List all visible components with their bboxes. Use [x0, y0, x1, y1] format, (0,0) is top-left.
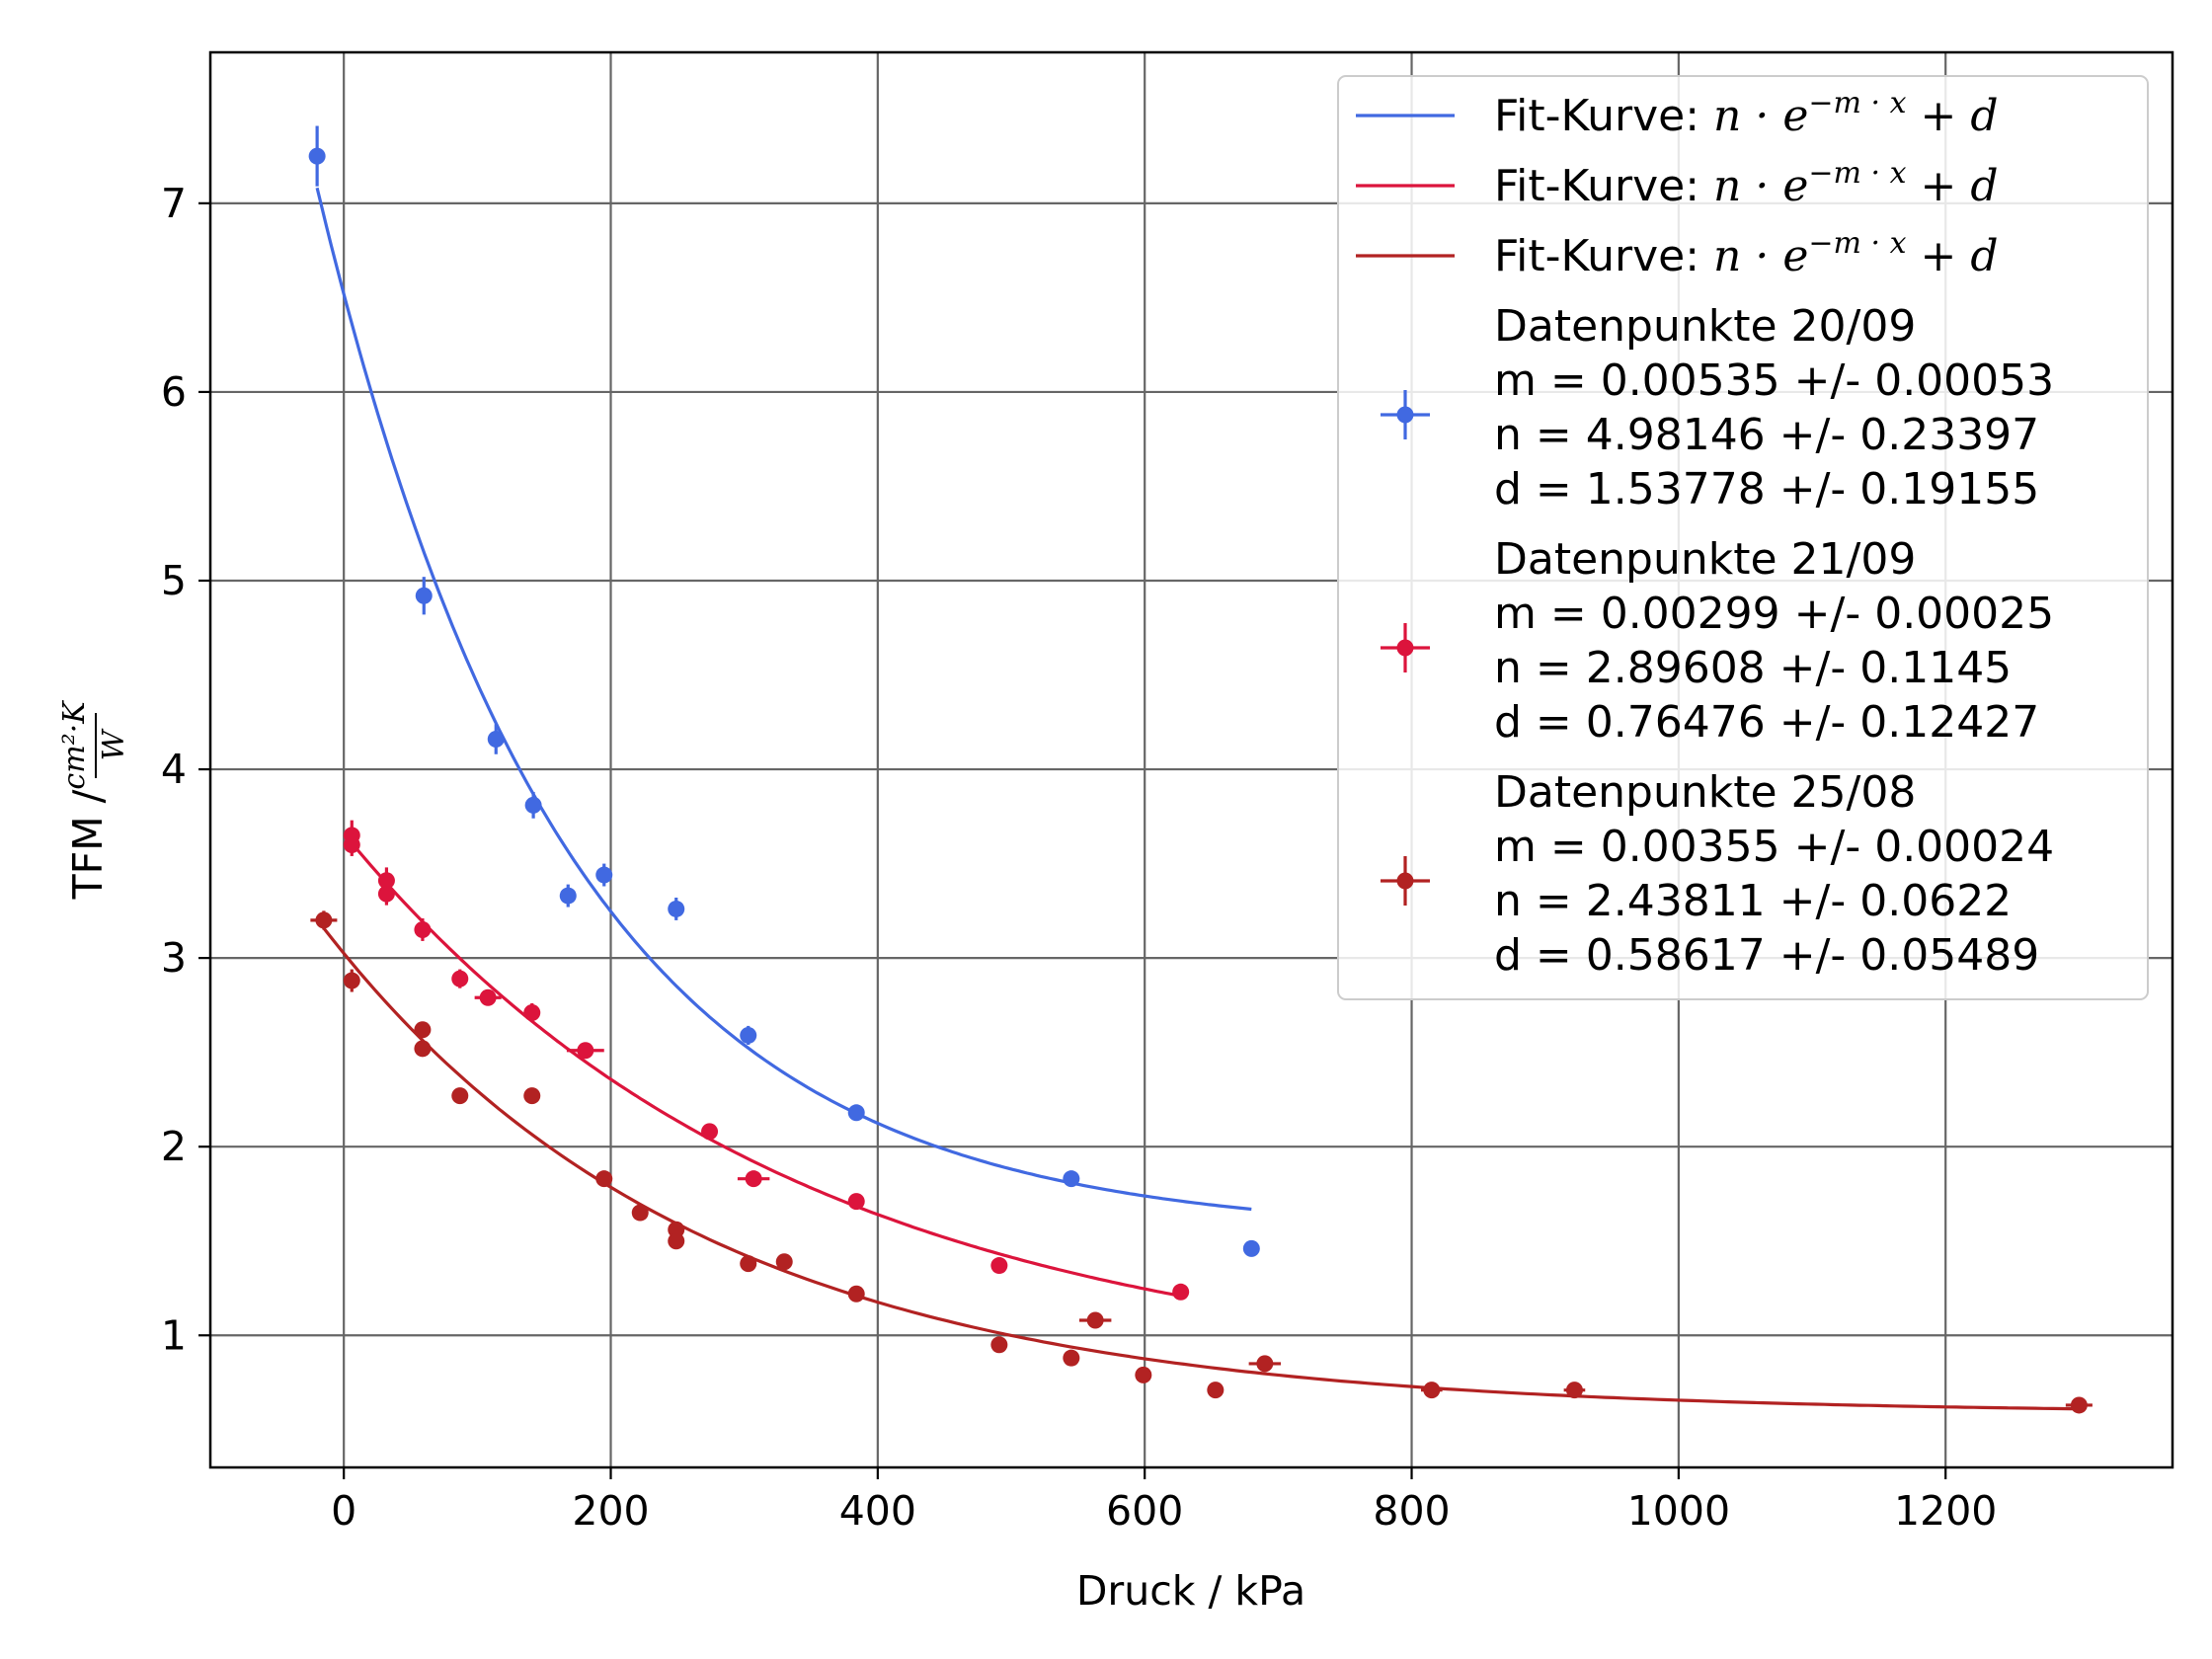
data-point — [847, 1193, 865, 1211]
data-point — [2070, 1396, 2088, 1414]
legend-fit-label-2: Fit-Kurve: n · e−m · x + d — [1494, 156, 1999, 211]
legend-marker-point-1 — [1396, 406, 1414, 424]
data-point — [377, 872, 395, 890]
y-tick-label: 3 — [161, 934, 187, 982]
data-point — [524, 796, 542, 814]
plot-area — [308, 125, 2093, 1414]
y-axis-title-denominator: W — [97, 728, 131, 760]
x-tick-label: 200 — [572, 1487, 649, 1535]
data-point — [745, 1170, 762, 1188]
data-series-2 — [343, 820, 1190, 1301]
legend-series-text-2-4: d = 0.76476 +/- 0.12427 — [1494, 697, 2039, 748]
legend-marker-point-3 — [1396, 872, 1414, 890]
data-point — [1172, 1283, 1190, 1301]
legend-marker-point-2 — [1396, 639, 1414, 657]
legend-series-text-1-1: Datenpunkte 20/09 — [1494, 301, 1916, 352]
data-point — [847, 1104, 865, 1122]
y-axis-title-numerator: cm²·K — [57, 700, 92, 790]
x-tick-label: 0 — [331, 1487, 356, 1535]
data-point — [990, 1336, 1008, 1354]
y-tick-label: 1 — [161, 1311, 187, 1359]
data-point — [1063, 1349, 1080, 1367]
data-point — [740, 1255, 757, 1273]
data-point — [1565, 1382, 1583, 1399]
legend-series-text-2-2: m = 0.00299 +/- 0.00025 — [1494, 589, 2054, 639]
legend-series-text-3-3: n = 2.43811 +/- 0.0622 — [1494, 876, 2012, 926]
data-point — [990, 1257, 1008, 1275]
x-tick-label: 800 — [1373, 1487, 1450, 1535]
data-point — [315, 911, 333, 929]
data-point — [1063, 1170, 1080, 1188]
data-point — [451, 970, 469, 988]
data-point — [343, 972, 360, 989]
data-point — [631, 1204, 649, 1222]
fit-curve-3 — [322, 927, 2080, 1411]
legend-series-text-3-1: Datenpunkte 25/08 — [1494, 767, 1916, 818]
data-point — [1256, 1355, 1274, 1373]
x-tick-label: 600 — [1106, 1487, 1183, 1535]
data-point — [479, 988, 497, 1006]
data-series-3 — [310, 910, 2093, 1414]
data-point — [343, 835, 360, 853]
x-tick-label: 400 — [839, 1487, 916, 1535]
data-point — [1242, 1239, 1260, 1257]
plot-frame — [208, 50, 2174, 1469]
y-tick-label: 7 — [161, 180, 187, 227]
legend-box — [1337, 75, 2149, 1000]
data-point — [377, 885, 395, 903]
y-axis-title: TFM / cm²·K W — [57, 700, 131, 901]
y-tick-label: 6 — [161, 368, 187, 416]
x-axis-title: Druck / kPa — [1076, 1567, 1305, 1615]
data-series-1 — [308, 125, 1260, 1257]
x-tick-label: 1000 — [1627, 1487, 1730, 1535]
data-point — [414, 1021, 432, 1039]
data-point — [308, 147, 326, 165]
data-point — [487, 730, 505, 748]
legend-series-text-3-4: d = 0.58617 +/- 0.05489 — [1494, 930, 2039, 981]
data-point — [1086, 1311, 1104, 1329]
data-point — [740, 1026, 757, 1044]
fit-curve-1 — [315, 187, 1252, 1212]
y-axis-title-prefix: TFM / — [64, 789, 112, 900]
legend-series-text-1-4: d = 1.53778 +/- 0.19155 — [1494, 464, 2039, 514]
data-point — [701, 1123, 719, 1141]
data-point — [595, 1170, 613, 1188]
data-point — [523, 1087, 541, 1105]
y-tick-label: 2 — [161, 1123, 187, 1170]
legend-series-text-2-1: Datenpunkte 21/09 — [1494, 534, 1916, 585]
data-point — [559, 887, 577, 905]
data-point — [668, 1232, 685, 1250]
data-point — [1135, 1366, 1152, 1383]
y-tick-label: 4 — [161, 746, 187, 793]
data-point — [414, 920, 432, 938]
legend: Fit-Kurve: n · e−m · x + d Fit-Kurve: n ·… — [1337, 75, 2149, 1000]
data-point — [595, 866, 613, 884]
data-point — [415, 587, 433, 604]
legend-series-text-1-3: n = 4.98146 +/- 0.23397 — [1494, 410, 2039, 460]
legend-series-text-2-3: n = 2.89608 +/- 0.1145 — [1494, 643, 2012, 693]
legend-fit-label-3: Fit-Kurve: n · e−m · x + d — [1494, 226, 1999, 281]
fit-curve-2 — [349, 840, 1179, 1298]
data-point — [668, 900, 685, 917]
data-point — [523, 1004, 541, 1022]
data-point — [847, 1285, 865, 1303]
legend-series-text-1-2: m = 0.00535 +/- 0.00053 — [1494, 356, 2054, 406]
x-tick-label: 1200 — [1894, 1487, 1997, 1535]
data-point — [414, 1040, 432, 1058]
legend-fit-label-1: Fit-Kurve: n · e−m · x + d — [1494, 86, 1999, 141]
data-point — [1207, 1382, 1224, 1399]
legend-series-text-3-2: m = 0.00355 +/- 0.00024 — [1494, 822, 2054, 872]
data-point — [451, 1087, 469, 1105]
axes-ticks: 0 200 400 600 800 1000 1200 1 2 3 4 5 6 7 — [161, 180, 1997, 1535]
y-tick-label: 5 — [161, 557, 187, 604]
data-point — [1423, 1382, 1441, 1399]
data-point — [577, 1042, 594, 1060]
data-point — [775, 1253, 793, 1271]
